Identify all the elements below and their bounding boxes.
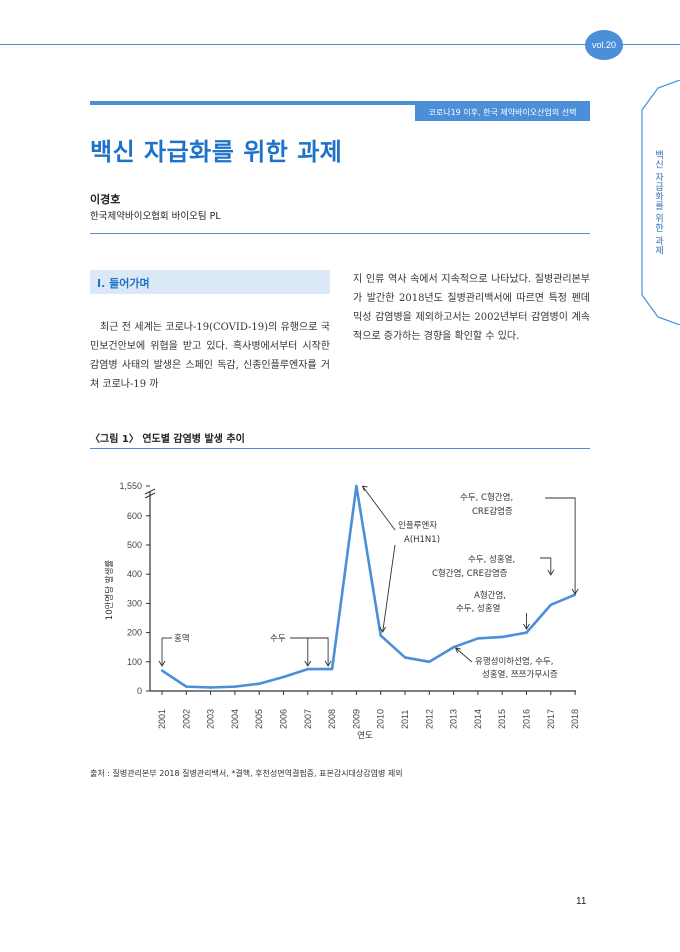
series-line bbox=[161, 484, 576, 689]
data-point bbox=[452, 646, 455, 649]
annotation-arrow bbox=[158, 660, 166, 667]
annotation-line bbox=[455, 647, 473, 663]
figure-rule bbox=[90, 448, 590, 449]
data-point bbox=[501, 635, 504, 639]
y-tick-label: 200 bbox=[127, 628, 142, 638]
side-tab-shape bbox=[641, 80, 680, 325]
figure-caption: 〈그림 1〉 연도별 감염병 발생 추이 bbox=[90, 434, 245, 445]
y-tick-label: 600 bbox=[127, 511, 142, 521]
page-number: 11 bbox=[576, 896, 587, 907]
annotation-line bbox=[362, 485, 396, 531]
annotation-label: C형간염, CRE감염증 bbox=[432, 568, 508, 579]
annotation-label: A형간염, bbox=[474, 590, 506, 601]
annotation-arrow bbox=[455, 647, 461, 654]
annotation-label: 수두, 성홍열 bbox=[456, 603, 501, 614]
x-tick-label: 2011 bbox=[400, 710, 410, 729]
annotation-label: A(H1N1) bbox=[404, 535, 440, 545]
y-tick-label: 300 bbox=[127, 598, 142, 608]
section-heading: Ⅰ. 들어가며 bbox=[97, 277, 150, 290]
annotation-label: 수두 bbox=[270, 634, 286, 644]
side-tab-label: 백신 자급화를 위한 과제 bbox=[653, 150, 663, 256]
paragraph-right: 지 인류 역사 속에서 지속적으로 나타났다. 질병관리본부가 발간한 2018… bbox=[353, 274, 590, 342]
data-point bbox=[233, 685, 237, 688]
x-axis-label: 연도 bbox=[357, 731, 373, 741]
x-tick-label: 2013 bbox=[449, 709, 459, 729]
data-point bbox=[403, 656, 407, 659]
data-point bbox=[258, 682, 261, 685]
annotation-arrow bbox=[547, 569, 555, 576]
header-rule-right bbox=[622, 44, 680, 45]
x-tick-label: 2017 bbox=[546, 709, 556, 729]
line-chart: 0 100 200 300 400 500 600 1,550 10만명당 발생률 2001 200… bbox=[104, 481, 580, 741]
annotation-label: 수두, 성홍열, bbox=[468, 554, 515, 565]
data-point bbox=[330, 667, 334, 671]
y-axis-label: 10만명당 발생률 bbox=[104, 560, 115, 621]
x-tick-label: 2018 bbox=[570, 709, 580, 729]
x-tick-label: 2001 bbox=[157, 709, 167, 729]
annotation-arrow bbox=[379, 626, 387, 633]
y-tick-label: 400 bbox=[127, 569, 142, 579]
figure-source: 출처 : 질병관리본부 2018 질병관리백서, *결핵, 후천성면역결핍증, … bbox=[90, 769, 403, 778]
y-tick-label: 500 bbox=[127, 540, 142, 550]
axis-break-mark bbox=[144, 488, 156, 499]
annotation-arrow bbox=[361, 485, 368, 492]
annotation-arrow bbox=[324, 660, 332, 667]
data-point bbox=[476, 637, 480, 640]
data-point bbox=[355, 484, 358, 488]
data-point bbox=[549, 603, 552, 607]
data-point bbox=[379, 634, 382, 637]
data-point bbox=[209, 686, 212, 689]
data-point bbox=[282, 675, 285, 679]
data-point bbox=[428, 660, 431, 663]
y-tick-label: 100 bbox=[127, 657, 142, 667]
x-tick-label: 2004 bbox=[230, 709, 240, 729]
x-tick-label: 2016 bbox=[522, 709, 532, 729]
x-tick-label: 2002 bbox=[181, 709, 191, 729]
data-point bbox=[160, 669, 164, 672]
annotation-line bbox=[540, 557, 552, 574]
y-tick-label: 0 bbox=[137, 686, 142, 696]
annotation-line bbox=[545, 497, 576, 593]
author-name: 이경호 bbox=[90, 193, 121, 206]
x-tick-label: 2014 bbox=[473, 709, 483, 729]
data-point bbox=[185, 685, 188, 688]
annotation-label: 수두, C형간염, bbox=[460, 492, 513, 503]
annotation-arrow bbox=[304, 660, 312, 667]
annotation-label: 유행성이하선염, 수두, bbox=[475, 656, 554, 667]
annotation-arrow bbox=[523, 623, 530, 630]
annotation-label: 인플루엔자 bbox=[398, 520, 437, 531]
x-tick-label: 2015 bbox=[497, 709, 507, 729]
section-tag: 코로나19 이후, 한국 제약바이오산업의 선택 bbox=[415, 105, 590, 121]
author-divider bbox=[90, 233, 590, 234]
x-tick-label: 2008 bbox=[327, 709, 337, 729]
data-point bbox=[306, 667, 309, 671]
section-bar bbox=[90, 101, 590, 105]
side-tab bbox=[640, 80, 680, 325]
annotation-label: 성홍열, 쯔쯔가무시증 bbox=[482, 669, 558, 680]
y-tick-label: 1,550 bbox=[119, 481, 142, 491]
article-title: 백신 자급화를 위한 과제 bbox=[90, 138, 343, 166]
annotation-arrow bbox=[571, 588, 579, 595]
annotation-line bbox=[290, 637, 309, 665]
x-tick-label: 2012 bbox=[424, 709, 434, 729]
paragraph-left: 최근 전 세계는 코로나-19(COVID-19)의 유행으로 국민보건안보에 … bbox=[90, 322, 330, 390]
annotation-label: 홍역 bbox=[174, 633, 190, 644]
annotation-line bbox=[307, 637, 329, 665]
x-tick-label: 2010 bbox=[376, 709, 386, 729]
annotation-label: CRE감염증 bbox=[472, 506, 513, 517]
data-point bbox=[525, 631, 528, 634]
header-rule bbox=[0, 44, 600, 45]
x-tick-label: 2009 bbox=[351, 709, 361, 729]
x-tick-label: 2005 bbox=[254, 709, 264, 729]
x-tick-label: 2007 bbox=[303, 709, 313, 729]
author-affiliation: 한국제약바이오협회 바이오팀 PL bbox=[90, 211, 221, 222]
x-tick-label: 2006 bbox=[279, 709, 289, 729]
section-heading-box bbox=[90, 270, 330, 294]
x-tick-label: 2003 bbox=[206, 709, 216, 729]
annotation-line bbox=[382, 544, 396, 633]
volume-badge: vol.20 bbox=[585, 30, 623, 60]
